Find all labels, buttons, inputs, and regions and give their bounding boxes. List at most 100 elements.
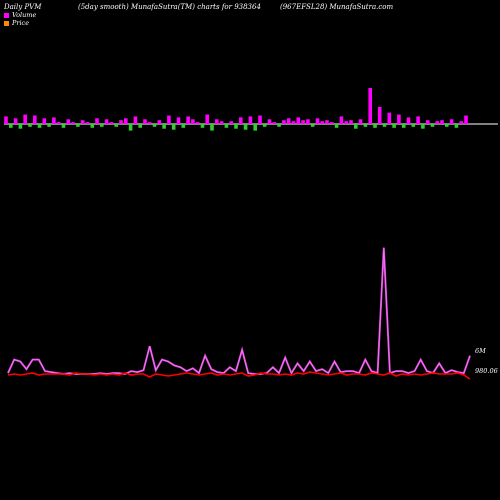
volume-bar: [363, 124, 368, 127]
volume-bar: [392, 124, 396, 128]
volume-bar: [66, 119, 71, 124]
volume-bar: [449, 119, 454, 124]
volume-bars: [4, 88, 468, 131]
volume-bar: [52, 117, 56, 124]
volume-bar: [464, 115, 468, 124]
volume-bar: [191, 119, 195, 124]
volume-bar: [76, 124, 80, 127]
volume-bar: [109, 122, 114, 124]
volume-bar: [262, 124, 267, 127]
volume-bar: [13, 118, 18, 124]
volume-bar: [119, 120, 123, 124]
volume-bar: [354, 124, 358, 129]
volume-bar: [291, 121, 296, 124]
volume-bar: [100, 124, 104, 127]
volume-bar: [205, 114, 209, 124]
volume-bar: [195, 122, 200, 124]
volume-bar: [215, 119, 219, 124]
volume-bar: [143, 119, 147, 124]
volume-bar: [258, 115, 262, 124]
volume-bar: [248, 116, 253, 124]
volume-bar: [272, 122, 277, 124]
volume-bar: [162, 124, 166, 129]
volume-bar: [90, 124, 95, 128]
legend: Volume Price: [4, 11, 36, 27]
volume-bar: [234, 124, 238, 129]
volume-bar: [425, 120, 430, 124]
volume-bar: [71, 122, 75, 124]
volume-bar: [128, 124, 133, 131]
volume-bar: [152, 124, 157, 127]
volume-bar: [157, 120, 162, 124]
volume-bar: [4, 116, 8, 124]
volume-bar: [339, 116, 344, 124]
volume-bar: [18, 124, 23, 129]
legend-volume-swatch: [4, 12, 9, 18]
volume-bar: [373, 124, 377, 128]
price-series-line: [7, 371, 471, 380]
volume-bar: [186, 116, 190, 124]
volume-bar: [377, 106, 382, 124]
volume-bar: [296, 117, 301, 124]
volume-bar: [80, 120, 85, 124]
title-left: Daily PVM: [4, 3, 42, 11]
volume-bar: [28, 124, 32, 127]
volume-bar: [138, 124, 142, 128]
volume-bar: [382, 124, 387, 127]
legend-volume-label: Volume: [12, 11, 37, 19]
volume-bar: [301, 120, 305, 124]
volume-bar: [387, 112, 392, 124]
volume-bar: [47, 124, 51, 127]
volume-bar: [210, 124, 214, 131]
volume-bar: [286, 118, 291, 124]
volume-bar: [430, 124, 435, 127]
volume-bar: [267, 119, 272, 124]
legend-volume: Volume: [4, 11, 36, 19]
legend-price-label: Price: [12, 19, 30, 27]
volume-bar: [124, 118, 128, 124]
volume-bar: [334, 124, 339, 128]
volume-bar: [253, 124, 257, 131]
price-label: 980.06: [475, 367, 498, 375]
volume-bar: [344, 121, 348, 124]
pvm-label: 6M: [475, 347, 486, 355]
volume-bar: [306, 119, 310, 124]
volume-bar: [147, 122, 152, 124]
volume-bar: [368, 88, 372, 124]
volume-bar: [421, 124, 425, 129]
volume-bar: [176, 117, 181, 124]
volume-bar: [454, 124, 459, 128]
volume-bar: [411, 124, 416, 127]
volume-bar: [133, 116, 138, 124]
volume-bar: [219, 121, 224, 124]
pvm-series-line-highlight: [7, 247, 471, 375]
volume-bar: [416, 116, 420, 124]
volume-bar: [181, 124, 186, 128]
volume-bar: [229, 121, 233, 124]
volume-bar: [440, 120, 444, 124]
pvm-series-line: [7, 247, 471, 376]
volume-bar: [85, 122, 90, 124]
volume-bar: [325, 120, 329, 124]
volume-bar: [200, 124, 205, 128]
volume-bar: [445, 124, 449, 127]
volume-bar: [320, 121, 324, 124]
volume-bar: [224, 124, 229, 128]
volume-bar: [459, 121, 463, 124]
title-right: (967EFSL28) MunafaSutra.com: [280, 3, 394, 11]
volume-bar: [23, 114, 27, 124]
volume-bar: [114, 124, 118, 127]
volume-bar: [401, 124, 406, 128]
volume-bar: [239, 117, 243, 124]
volume-bar: [33, 115, 37, 124]
volume-bar: [37, 124, 42, 128]
volume-bar: [104, 119, 109, 124]
volume-bar: [277, 124, 281, 127]
volume-bar: [9, 124, 13, 128]
volume-bar: [95, 118, 99, 124]
legend-price-swatch: [4, 20, 9, 26]
volume-bar: [310, 124, 315, 127]
volume-bar: [282, 120, 286, 124]
volume-bar: [358, 119, 363, 124]
